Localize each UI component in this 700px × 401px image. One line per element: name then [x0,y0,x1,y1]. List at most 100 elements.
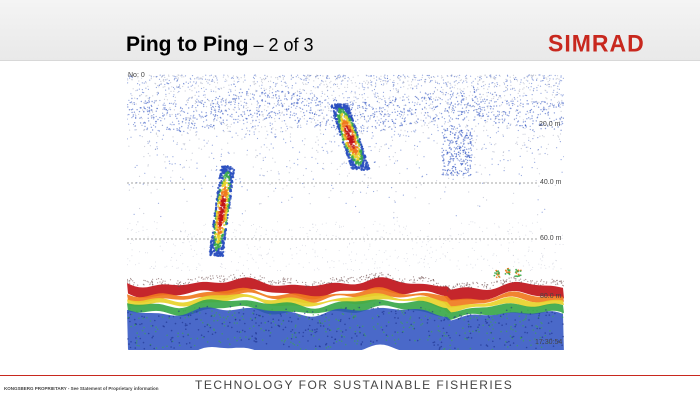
layer-dot [501,115,504,117]
noise-dot [189,129,191,131]
noise-dot [360,117,362,119]
noise-dot [492,124,494,126]
plume-dot [467,171,469,173]
noise-dot [508,233,510,235]
noise-dot [462,159,465,161]
noise-dot [458,268,460,270]
noise-dot [417,236,419,238]
layer-dot [224,105,226,107]
noise-dot [459,88,461,90]
noise-dot [247,130,249,132]
noise-dot [547,76,549,78]
plume-dot [451,139,453,142]
noise-dot [251,116,253,118]
layer-dot [517,112,519,114]
noise-dot [536,79,538,81]
noise-dot [543,123,545,125]
layer-dot [278,97,280,99]
layer-dot [148,120,150,122]
noise-dot [242,106,245,108]
noise-dot [549,117,551,119]
noise-dot [417,262,419,264]
noise-dot [380,83,383,86]
noise-dot [482,231,484,233]
noise-dot [390,145,392,147]
noise-dot [437,130,439,132]
noise-dot [189,139,191,141]
layer-dot [166,112,169,114]
layer-dot [258,113,261,116]
noise-dot [484,102,486,104]
noise-dot [371,90,373,92]
noise-dot [452,92,454,94]
noise-dot [482,196,484,199]
noise-dot [488,83,490,85]
plume-dot [467,168,469,170]
noise-dot [426,244,428,246]
layer-dot [296,94,299,96]
noise-dot [376,267,378,269]
noise-dot [334,75,337,78]
noise-dot [327,261,328,263]
noise-dot [191,84,194,86]
noise-dot [223,86,225,88]
plume-dot [457,138,459,140]
plume-dot [452,155,454,157]
layer-dot [483,106,485,109]
layer-dot [163,114,165,116]
noise-dot [289,228,290,230]
layer-dot [261,91,263,94]
layer-dot [235,97,238,100]
noise-dot [304,78,306,80]
layer-dot [168,102,171,105]
noise-dot [137,221,139,223]
noise-dot [310,74,312,76]
noise-dot [176,267,178,269]
noise-dot [342,263,344,265]
layer-dot [331,120,334,122]
plume-dot [457,145,459,148]
plume-dot [450,125,453,127]
noise-dot [138,80,140,82]
plume-dot [469,167,472,169]
school-dot [336,108,339,111]
header-band [0,0,700,61]
slide-title-sub: – 2 of 3 [248,35,314,55]
plume-dot [450,157,452,160]
noise-dot [415,254,417,256]
noise-dot [264,78,267,80]
noise-dot [359,111,361,113]
noise-dot [314,250,316,252]
plume-dot [445,149,447,152]
layer-dot [310,107,312,109]
noise-dot [325,143,327,145]
noise-dot [379,148,381,150]
noise-dot [543,248,545,250]
noise-dot [503,167,506,169]
noise-dot [519,116,521,118]
noise-dot [243,101,245,103]
noise-dot [270,76,272,78]
noise-dot [482,93,484,96]
layer-dot [400,124,402,127]
noise-dot [209,75,211,77]
layer-dot [150,126,153,128]
noise-dot [303,79,305,81]
noise-dot [156,142,158,144]
noise-dot [170,180,172,182]
noise-dot [369,116,371,119]
layer-dot [480,109,482,111]
noise-dot [262,115,264,117]
noise-dot [336,85,338,88]
layer-dot [389,126,391,128]
noise-dot [379,97,381,100]
noise-dot [321,223,323,225]
noise-dot [466,129,468,131]
noise-dot [486,129,488,131]
noise-dot [165,93,167,95]
noise-dot [527,80,529,82]
noise-dot [200,117,202,119]
noise-dot [541,260,543,262]
noise-dot [447,81,449,83]
noise-dot [376,79,378,81]
